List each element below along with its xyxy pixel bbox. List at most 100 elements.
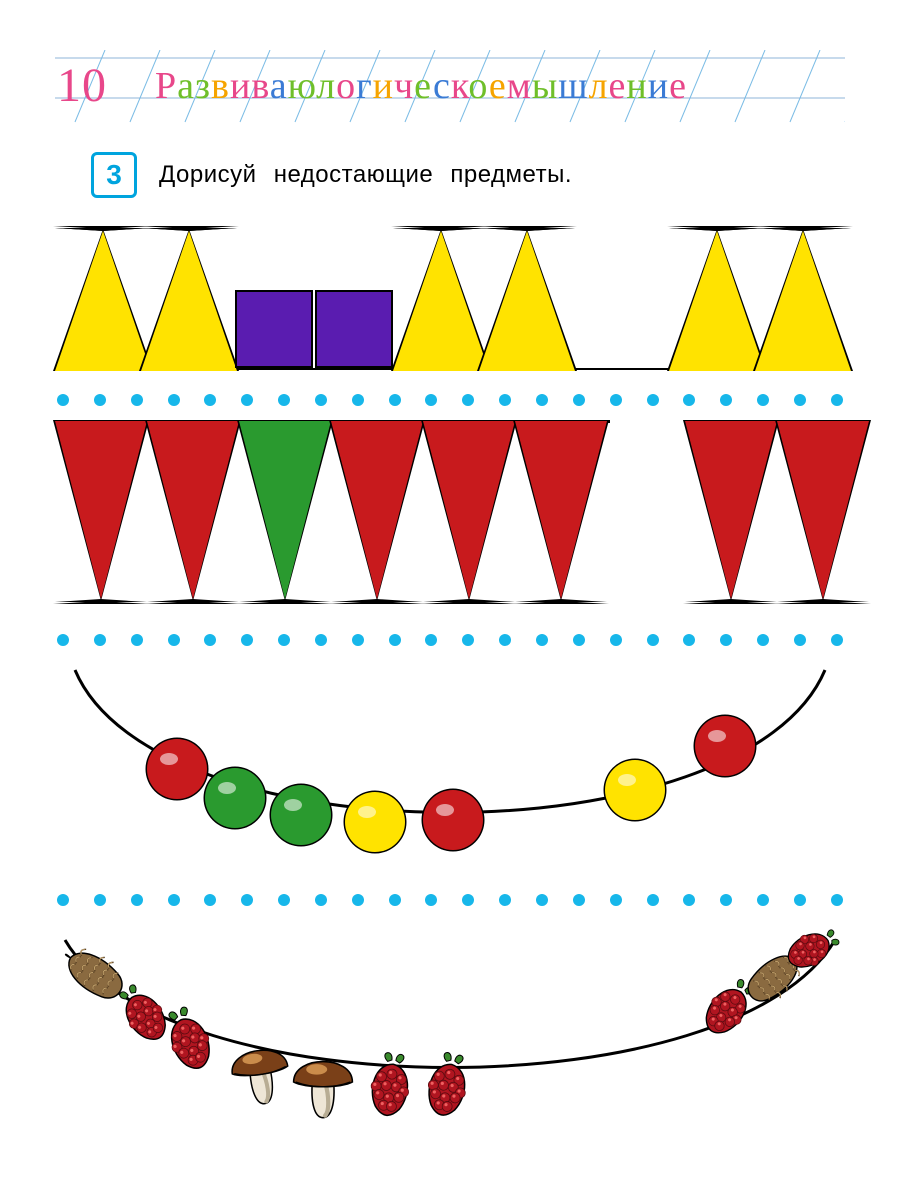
divider-dot — [168, 894, 180, 906]
square-purple — [235, 290, 313, 368]
divider-dot — [352, 894, 364, 906]
page-title: Развиваюлогическоемышление — [155, 64, 687, 108]
page-header: 10 Развиваюлогическоемышление — [55, 50, 845, 128]
divider-dot — [94, 894, 106, 906]
divider-dot — [425, 634, 437, 646]
divider-dot — [794, 394, 806, 406]
square-purple — [315, 290, 393, 368]
task-number-box: 3 — [91, 152, 137, 198]
divider-dot — [131, 394, 143, 406]
divider-dot — [720, 634, 732, 646]
task-text: Дорисуй недостающие предметы. — [159, 161, 572, 189]
divider-dot — [131, 634, 143, 646]
divider-dot — [573, 894, 585, 906]
divider-dot — [683, 894, 695, 906]
raspberry-icon — [423, 1050, 473, 1119]
divider-dot — [831, 894, 843, 906]
divider-dot — [315, 394, 327, 406]
divider-dot — [315, 894, 327, 906]
pattern-row-forest-garland — [55, 920, 845, 1140]
divider-dot — [389, 394, 401, 406]
bead — [147, 739, 207, 799]
divider-dot — [573, 634, 585, 646]
divider-dot — [168, 634, 180, 646]
bead — [205, 768, 265, 828]
triangle-yellow — [55, 228, 151, 371]
divider-dot — [536, 634, 548, 646]
raspberry-icon — [367, 1051, 413, 1118]
page-number: 10 — [57, 58, 107, 113]
divider-dot — [57, 634, 69, 646]
divider-dot — [131, 894, 143, 906]
divider-dot — [241, 894, 253, 906]
divider-dot — [720, 894, 732, 906]
bead — [695, 716, 755, 776]
divider-dot — [204, 894, 216, 906]
dot-divider — [55, 634, 845, 646]
divider-dot — [241, 394, 253, 406]
divider-dot — [352, 634, 364, 646]
bead — [271, 785, 331, 845]
divider-dot — [204, 634, 216, 646]
divider-dot — [757, 634, 769, 646]
triangle-yellow — [669, 228, 765, 371]
divider-dot — [278, 394, 290, 406]
divider-dot — [425, 894, 437, 906]
triangle-yellow — [393, 228, 489, 371]
divider-dot — [499, 634, 511, 646]
pennant — [515, 421, 607, 602]
divider-dot — [720, 394, 732, 406]
divider-dot — [536, 394, 548, 406]
raspberry-icon — [159, 1003, 218, 1075]
pattern-row-shapes — [55, 220, 845, 380]
pennant — [55, 421, 147, 602]
divider-dot — [499, 894, 511, 906]
triangle-yellow — [141, 228, 237, 371]
triangle-yellow — [755, 228, 851, 371]
divider-dot — [352, 394, 364, 406]
divider-dot — [425, 394, 437, 406]
divider-dot — [831, 634, 843, 646]
divider-dot — [168, 394, 180, 406]
divider-dot — [94, 634, 106, 646]
pennant — [239, 421, 331, 602]
divider-dot — [647, 894, 659, 906]
pennant — [685, 421, 777, 602]
pattern-row-beads — [55, 660, 845, 880]
pennant — [331, 421, 423, 602]
task-prompt: 3 Дорисуй недостающие предметы. — [91, 152, 845, 198]
divider-dot — [499, 394, 511, 406]
divider-dot — [573, 394, 585, 406]
divider-dot — [794, 894, 806, 906]
divider-dot — [462, 894, 474, 906]
divider-dot — [683, 634, 695, 646]
mushroom-icon — [230, 1047, 293, 1108]
worksheet-page: 10 Развиваюлогическоемышление 3 Дорисуй … — [0, 0, 900, 1200]
divider-dot — [57, 894, 69, 906]
divider-dot — [647, 394, 659, 406]
mushroom-icon — [294, 1062, 353, 1118]
divider-dot — [647, 634, 659, 646]
divider-dot — [389, 894, 401, 906]
divider-dot — [757, 394, 769, 406]
divider-dot — [794, 634, 806, 646]
divider-dot — [278, 894, 290, 906]
divider-dot — [462, 394, 474, 406]
divider-dot — [610, 394, 622, 406]
pennant — [147, 421, 239, 602]
bead — [423, 790, 483, 850]
divider-dot — [204, 394, 216, 406]
divider-dot — [610, 894, 622, 906]
triangle-yellow — [479, 228, 575, 371]
dot-divider — [55, 394, 845, 406]
pennant — [423, 421, 515, 602]
pattern-row-pennants — [55, 420, 845, 620]
divider-dot — [389, 634, 401, 646]
divider-dot — [57, 394, 69, 406]
divider-dot — [94, 394, 106, 406]
pennant — [777, 421, 869, 602]
divider-dot — [278, 634, 290, 646]
divider-dot — [757, 894, 769, 906]
divider-dot — [462, 634, 474, 646]
divider-dot — [536, 894, 548, 906]
